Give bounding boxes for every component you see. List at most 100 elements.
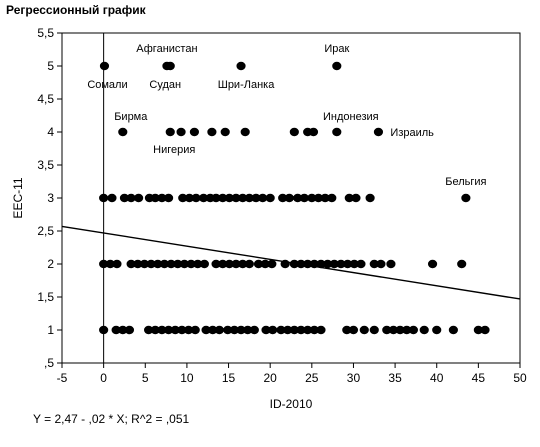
data-point [244,193,254,203]
data-point [359,325,369,335]
data-point [126,193,136,203]
point-annotation-label: Нигерия [153,144,195,156]
data-point [99,259,109,269]
data-point [336,259,346,269]
y-tick-label: 5,5 [37,26,54,40]
y-axis-title: EEC-11 [11,177,25,218]
data-point [214,325,224,335]
chart-title: Регрессионный график [6,3,146,17]
data-point [190,325,200,335]
data-point [419,325,429,335]
y-tick-label: 3 [47,191,54,205]
data-point [229,325,239,335]
data-point [243,325,253,335]
y-tick-label: 4,5 [37,92,54,106]
data-point [144,325,154,335]
data-point [236,61,246,71]
y-tick-label: 2,5 [37,224,54,238]
data-points [99,61,490,335]
point-annotation-label: Шри-Ланка [218,79,275,91]
y-tick-label: 3,5 [37,158,54,172]
data-point [342,325,352,335]
point-annotation-label: Израиль [390,127,434,139]
data-point [208,325,218,335]
data-point [150,325,160,335]
x-tick-label: 45 [472,371,486,385]
data-point [211,193,221,203]
data-point [480,325,490,335]
data-point [261,325,271,335]
x-tick-label: 25 [305,371,319,385]
data-point [199,259,209,269]
data-point [173,259,183,269]
data-point [309,325,319,335]
data-point [159,259,170,269]
data-point [408,325,419,335]
data-point [251,193,261,203]
point-annotation-label: Индонезия [323,111,379,123]
data-point [183,325,194,335]
point-annotation-label: Сомали [87,79,127,91]
data-point [105,259,115,269]
data-point [218,193,228,203]
data-point [402,325,412,335]
y-tick-label: ,5 [44,356,54,370]
data-point [118,325,128,335]
data-point [184,193,195,203]
point-annotation-label: Ирак [324,43,349,55]
data-point [267,259,277,269]
data-point [170,325,180,335]
data-point [111,325,121,335]
point-annotation-label: Афганистан [136,43,197,55]
data-point [179,259,190,269]
data-point [260,259,270,269]
data-point [329,259,339,269]
data-point [388,325,399,335]
data-point [289,127,299,137]
data-point [296,325,306,335]
data-point [320,193,330,203]
data-point [432,325,442,335]
x-tick-label: 10 [180,371,194,385]
data-point [448,325,458,335]
data-point [369,259,379,269]
regression-equation: Y = 2,47 - ,02 * X; R^2 = ,051 [33,412,190,426]
data-point [207,127,217,137]
y-tick-label: 2 [47,257,54,271]
point-annotation-label: Бельгия [445,176,486,188]
data-point [238,193,248,203]
data-point [186,259,196,269]
data-point [461,193,471,203]
data-point [99,325,109,335]
x-tick-label: 20 [264,371,278,385]
data-point [112,259,122,269]
data-point [457,259,467,269]
point-annotation-label: Бирма [114,111,148,123]
data-point [198,193,209,203]
data-point [146,259,156,269]
data-point [395,325,405,335]
data-point [307,193,317,203]
data-point [218,259,228,269]
data-point [356,259,366,269]
data-point [119,193,130,203]
data-point [327,193,337,203]
data-point [134,193,144,203]
data-point [299,193,309,203]
data-point [323,259,333,269]
data-point [118,127,128,137]
data-point [191,193,201,203]
data-point [316,325,326,335]
y-tick-label: 5 [47,59,54,73]
data-point [289,325,299,335]
data-point [283,325,293,335]
data-point [163,325,174,335]
data-point [163,193,174,203]
data-point [99,193,109,203]
data-point [165,61,175,71]
data-point [382,325,392,335]
x-tick-label: 30 [347,371,361,385]
data-point [231,193,241,203]
data-point [238,259,248,269]
